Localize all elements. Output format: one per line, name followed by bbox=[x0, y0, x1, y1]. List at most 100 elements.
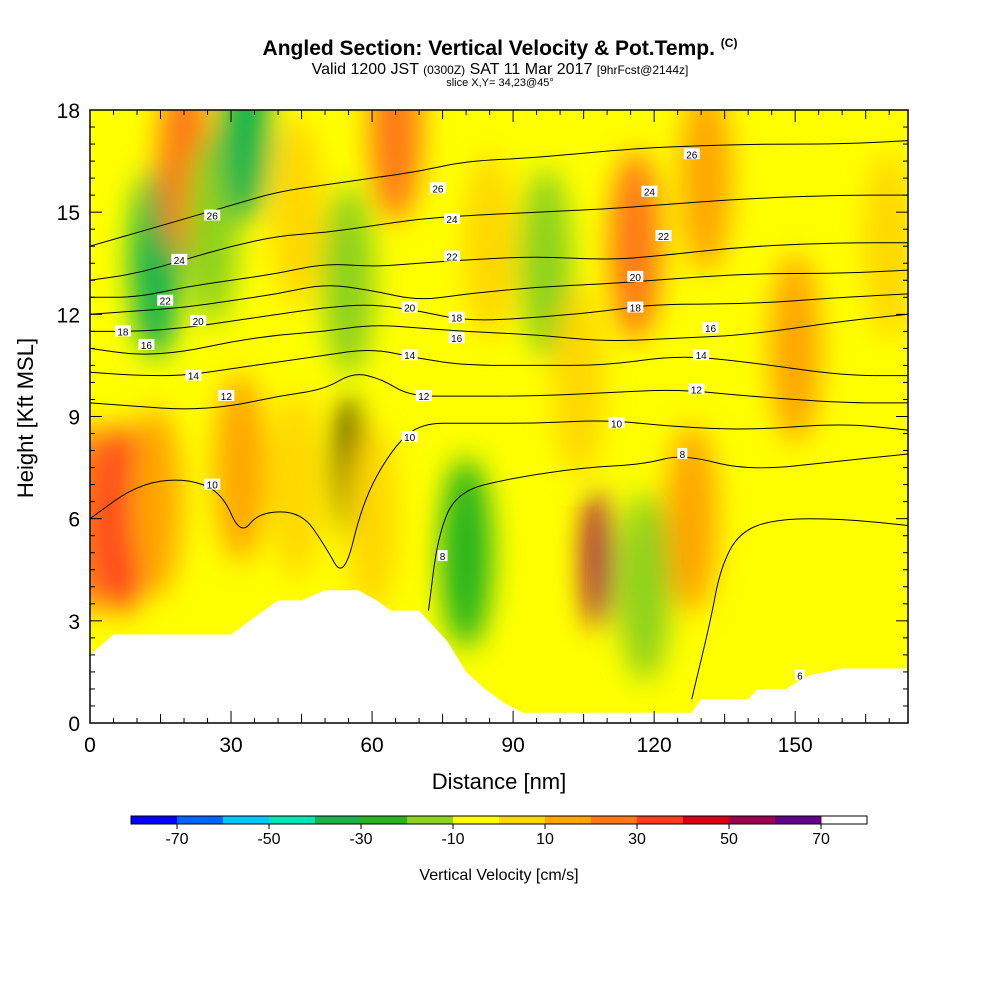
x-tick-0: 0 bbox=[84, 734, 96, 757]
colorbar-tick-6: 50 bbox=[720, 831, 738, 848]
svg-text:20: 20 bbox=[630, 273, 642, 284]
svg-text:26: 26 bbox=[207, 212, 219, 223]
isentrope-label-10: 14 bbox=[401, 349, 418, 362]
terrain-mask bbox=[90, 590, 908, 723]
velocity-cell-15 bbox=[463, 151, 516, 342]
isentrope-label-24: 24 bbox=[171, 253, 188, 267]
velocity-cell-2 bbox=[129, 406, 182, 597]
velocity-cell-20 bbox=[618, 491, 671, 682]
colorbar-tick-1: -50 bbox=[257, 831, 280, 848]
svg-text:10: 10 bbox=[611, 419, 623, 430]
velocity-cell-25 bbox=[863, 151, 908, 342]
isentrope-label-7: 12 bbox=[415, 390, 432, 403]
colorbar-swatch-14 bbox=[775, 816, 822, 824]
velocity-cell-13 bbox=[369, 110, 422, 222]
y-tick-6: 6 bbox=[68, 509, 80, 532]
isentrope-label-1: 8 bbox=[437, 550, 448, 563]
svg-text:22: 22 bbox=[160, 297, 172, 308]
isentrope-label-9: 14 bbox=[185, 369, 202, 383]
svg-text:14: 14 bbox=[188, 372, 200, 383]
isentrope-label-18: 20 bbox=[190, 315, 207, 328]
isentrope-label-23: 22 bbox=[655, 230, 672, 243]
isentrope-label-5: 10 bbox=[608, 417, 625, 430]
velocity-cell-19 bbox=[609, 151, 662, 342]
svg-text:12: 12 bbox=[221, 392, 233, 403]
velocity-cell-8 bbox=[270, 389, 323, 580]
x-tick-150: 150 bbox=[778, 734, 813, 757]
y-tick-0: 0 bbox=[68, 713, 80, 736]
isentrope-label-2: 8 bbox=[677, 447, 688, 461]
colorbar-swatch-1 bbox=[177, 816, 224, 824]
isentrope-label-14: 16 bbox=[702, 321, 719, 335]
svg-text:22: 22 bbox=[658, 232, 670, 243]
terrain bbox=[90, 590, 908, 723]
svg-text:6: 6 bbox=[797, 671, 803, 682]
velocity-cell-6 bbox=[214, 372, 267, 563]
colorbar-swatch-8 bbox=[499, 816, 546, 824]
svg-text:26: 26 bbox=[432, 184, 444, 195]
x-axis-title: Distance [nm] bbox=[432, 769, 567, 794]
isentrope-label-22: 22 bbox=[443, 250, 460, 263]
svg-text:8: 8 bbox=[440, 552, 446, 563]
svg-text:16: 16 bbox=[705, 324, 717, 335]
y-tick-12: 12 bbox=[57, 304, 80, 327]
colorbar-swatch-4 bbox=[315, 816, 362, 824]
x-tick-90: 90 bbox=[501, 734, 524, 757]
colorbar-swatch-5 bbox=[361, 816, 408, 824]
colorbar-tick-2: -30 bbox=[349, 831, 372, 848]
colorbar: -70 -50 -30 -10 10 30 50 70 bbox=[130, 815, 868, 848]
colorbar-swatch-7 bbox=[453, 816, 500, 824]
isentrope-label-8: 12 bbox=[688, 383, 705, 396]
svg-text:16: 16 bbox=[451, 334, 463, 345]
isentrope-label-25: 24 bbox=[443, 212, 460, 226]
y-axis-title: Height [Kft MSL] bbox=[13, 338, 38, 498]
velocity-cell-16 bbox=[520, 168, 573, 359]
isentrope-label-21: 22 bbox=[157, 294, 174, 308]
velocity-cell-23 bbox=[769, 253, 822, 444]
x-tick-60: 60 bbox=[360, 734, 383, 757]
svg-text:14: 14 bbox=[404, 351, 416, 362]
svg-text:12: 12 bbox=[691, 385, 703, 396]
svg-text:14: 14 bbox=[696, 351, 708, 362]
isentrope-labels: 6 8 8 10 10 10 12 12 12 14 14 14 16 16 16 18 18 18 20 20 20 2… bbox=[114, 148, 805, 682]
colorbar-swatch-6 bbox=[407, 816, 454, 824]
colorbar-tick-0: -70 bbox=[165, 831, 188, 848]
x-tick-30: 30 bbox=[219, 734, 242, 757]
velocity-cell-22 bbox=[679, 110, 732, 274]
svg-text:10: 10 bbox=[207, 481, 219, 492]
svg-text:20: 20 bbox=[404, 304, 416, 315]
colorbar-tick-5: 30 bbox=[628, 831, 646, 848]
svg-text:18: 18 bbox=[117, 327, 129, 338]
velocity-cell-17 bbox=[552, 287, 605, 478]
isentrope-label-20: 20 bbox=[627, 270, 644, 284]
isentrope-8-line bbox=[428, 453, 908, 611]
svg-text:8: 8 bbox=[680, 450, 686, 461]
velocity-field bbox=[90, 110, 908, 682]
isentrope-16-line bbox=[90, 313, 908, 355]
isentrope-label-12: 16 bbox=[138, 338, 155, 352]
isentrope-6-line bbox=[691, 518, 908, 700]
velocity-cell-18 bbox=[583, 489, 612, 630]
isentrope-label-27: 26 bbox=[204, 209, 221, 223]
colorbar-swatch-3 bbox=[269, 816, 316, 824]
colorbar-swatch-10 bbox=[591, 816, 638, 824]
y-tick-18: 18 bbox=[57, 100, 80, 123]
isentrope-20-line bbox=[90, 269, 908, 315]
isentrope-label-0: 6 bbox=[794, 669, 805, 682]
isentrope-label-13: 16 bbox=[448, 332, 465, 345]
isentrope-label-16: 18 bbox=[448, 311, 465, 325]
svg-text:18: 18 bbox=[630, 304, 642, 315]
isentrope-26-line bbox=[90, 140, 908, 247]
isentrope-label-11: 14 bbox=[693, 349, 710, 362]
chart-slice-info: slice X,Y= 34,23@45° bbox=[446, 77, 554, 89]
svg-text:10: 10 bbox=[404, 433, 416, 444]
colorbar-tick-4: 10 bbox=[536, 831, 554, 848]
velocity-cell-9 bbox=[270, 117, 323, 308]
colorbar-tick-3: -10 bbox=[441, 831, 464, 848]
svg-text:24: 24 bbox=[174, 256, 186, 267]
isentrope-label-28: 26 bbox=[429, 182, 446, 195]
isentrope-label-4: 10 bbox=[401, 430, 418, 444]
svg-text:20: 20 bbox=[193, 317, 205, 328]
